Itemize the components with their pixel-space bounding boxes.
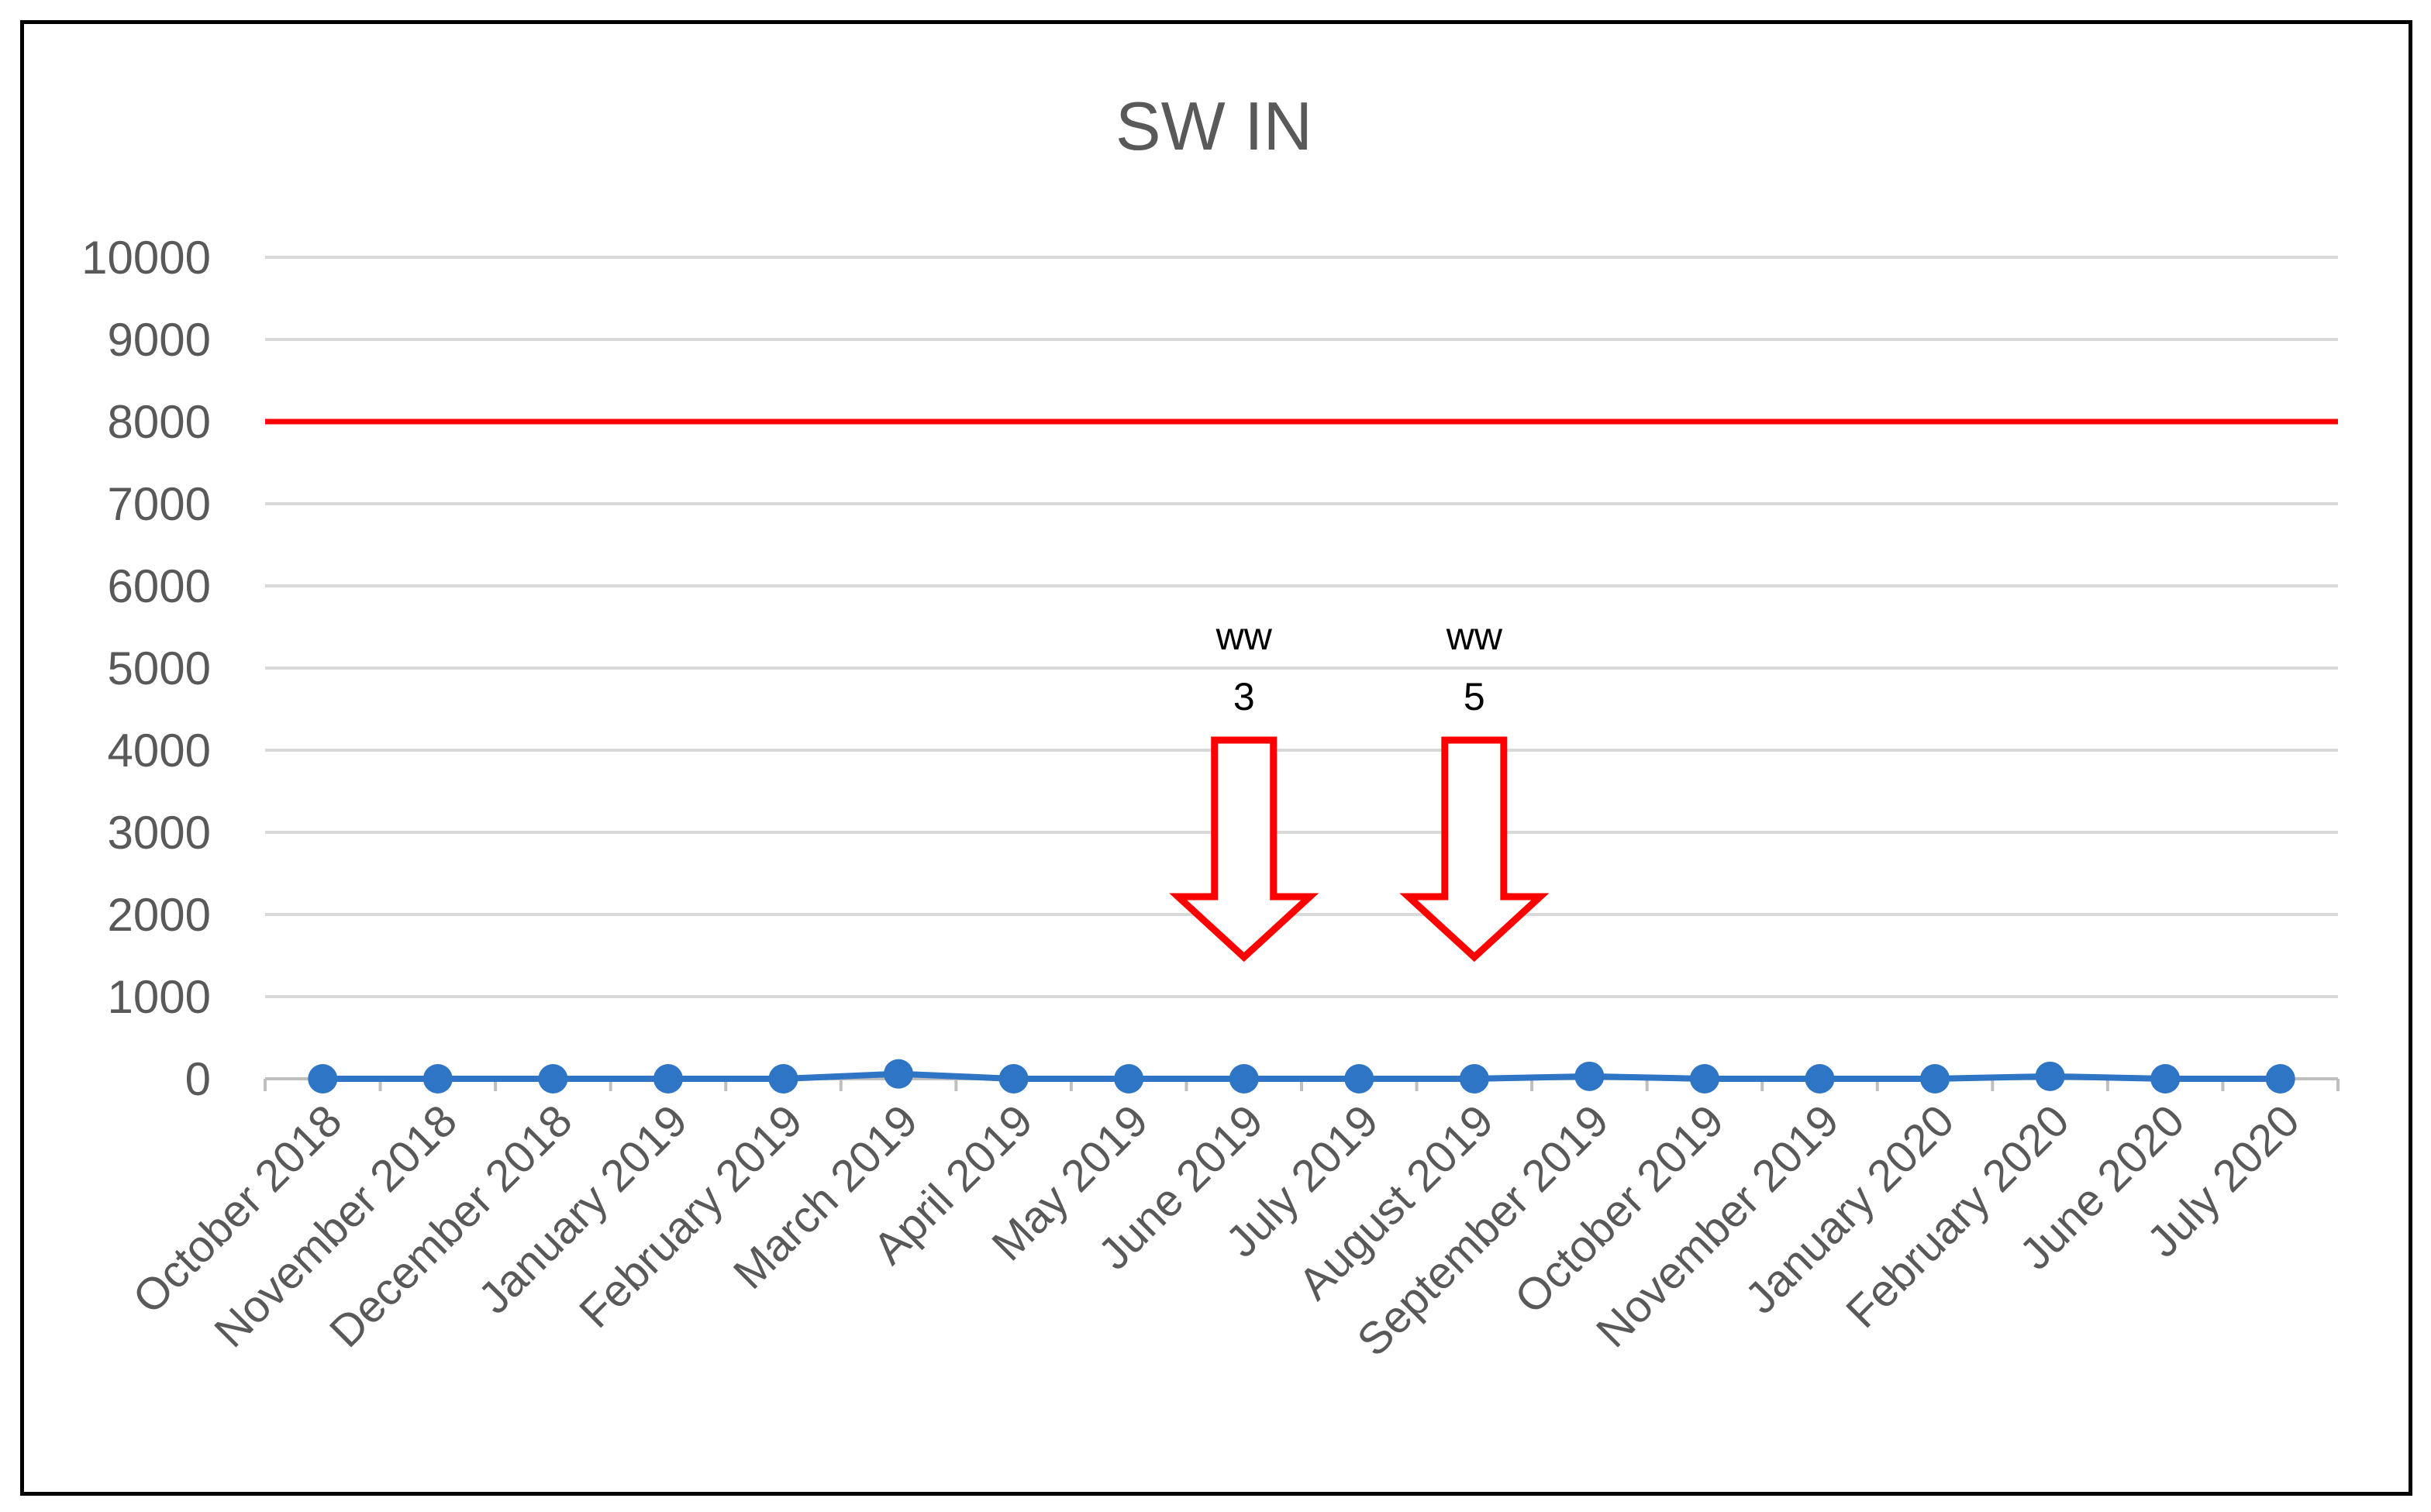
data-point [1689, 1064, 1719, 1094]
series-line [322, 1070, 2281, 1082]
annotation-label: ww [1446, 615, 1503, 658]
data-point [1114, 1064, 1144, 1094]
y-axis-ticks: 0 1000 2000 3000 4000 5000 6000 7000 8000 9000 100… [81, 232, 211, 1105]
data-point [1574, 1061, 1605, 1091]
gridlines [265, 256, 2338, 998]
data-point [768, 1064, 798, 1094]
y-tick-label: 4000 [108, 725, 211, 777]
y-tick-label: 0 [185, 1053, 211, 1105]
y-tick-label: 5000 [108, 642, 211, 694]
annotation-number: 5 [1464, 675, 1485, 718]
data-point [884, 1059, 914, 1089]
data-point [1459, 1064, 1489, 1094]
data-point [1920, 1064, 1950, 1094]
data-point [2265, 1064, 2295, 1094]
data-point [2150, 1064, 2181, 1094]
data-point [998, 1064, 1029, 1094]
y-tick-label: 6000 [108, 560, 211, 612]
data-point [1344, 1064, 1374, 1094]
data-point [653, 1064, 683, 1094]
y-tick-label: 3000 [108, 807, 211, 859]
y-tick-label: 8000 [108, 396, 211, 448]
down-arrow-icon [1399, 736, 1550, 963]
down-arrow-icon [1169, 736, 1319, 963]
data-point [308, 1064, 338, 1094]
chart-title: SW IN [1116, 88, 1312, 164]
data-point [1805, 1064, 1835, 1094]
data-point [1229, 1064, 1259, 1094]
y-tick-label: 2000 [108, 889, 211, 941]
data-point [422, 1064, 453, 1094]
y-tick-label: 10000 [81, 232, 211, 284]
annotation-label: ww [1216, 615, 1273, 658]
annotations-group: ww 3 ww 5 [1169, 615, 1550, 963]
data-point [2035, 1061, 2065, 1091]
annotation-number: 3 [1233, 675, 1255, 718]
series-group [308, 1059, 2295, 1094]
y-tick-label: 1000 [108, 971, 211, 1023]
y-tick-label: 7000 [108, 478, 211, 530]
y-tick-label: 9000 [108, 314, 211, 366]
data-point [538, 1064, 568, 1094]
